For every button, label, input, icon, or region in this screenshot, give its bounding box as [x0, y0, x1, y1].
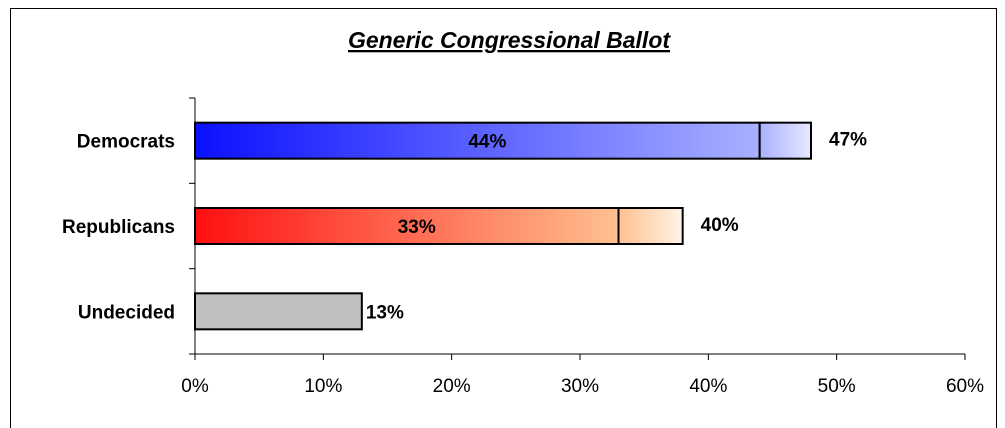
x-tick-label: 0%	[181, 376, 209, 397]
bars	[194, 121, 813, 331]
bar-value-label: 33%	[398, 217, 436, 238]
x-tick-label: 40%	[689, 376, 727, 397]
x-tick-label: 10%	[304, 376, 342, 397]
category-label: Democrats	[77, 132, 175, 153]
x-tick-label: 50%	[818, 376, 856, 397]
x-tick-label: 20%	[433, 376, 471, 397]
chart-frame	[10, 8, 997, 428]
category-label: Republicans	[62, 217, 175, 238]
x-tick-label: 60%	[946, 376, 984, 397]
category-label: Undecided	[78, 302, 175, 323]
bar-undecided	[194, 292, 363, 331]
bar-lean-democrats	[758, 121, 813, 160]
bar-value-label: 44%	[468, 132, 506, 153]
chart-title: Generic Congressional Ballot	[348, 27, 671, 53]
x-tick-label: 30%	[561, 376, 599, 397]
bar-value-label: 13%	[366, 302, 404, 323]
bar-total-label: 47%	[829, 130, 867, 151]
bar-total-label: 40%	[701, 215, 739, 236]
bar-lean-republicans	[617, 207, 684, 245]
labels: 0% 10% 20% 30% 40% 50% 60% Democrats 44% 47% Repub…	[62, 130, 984, 397]
